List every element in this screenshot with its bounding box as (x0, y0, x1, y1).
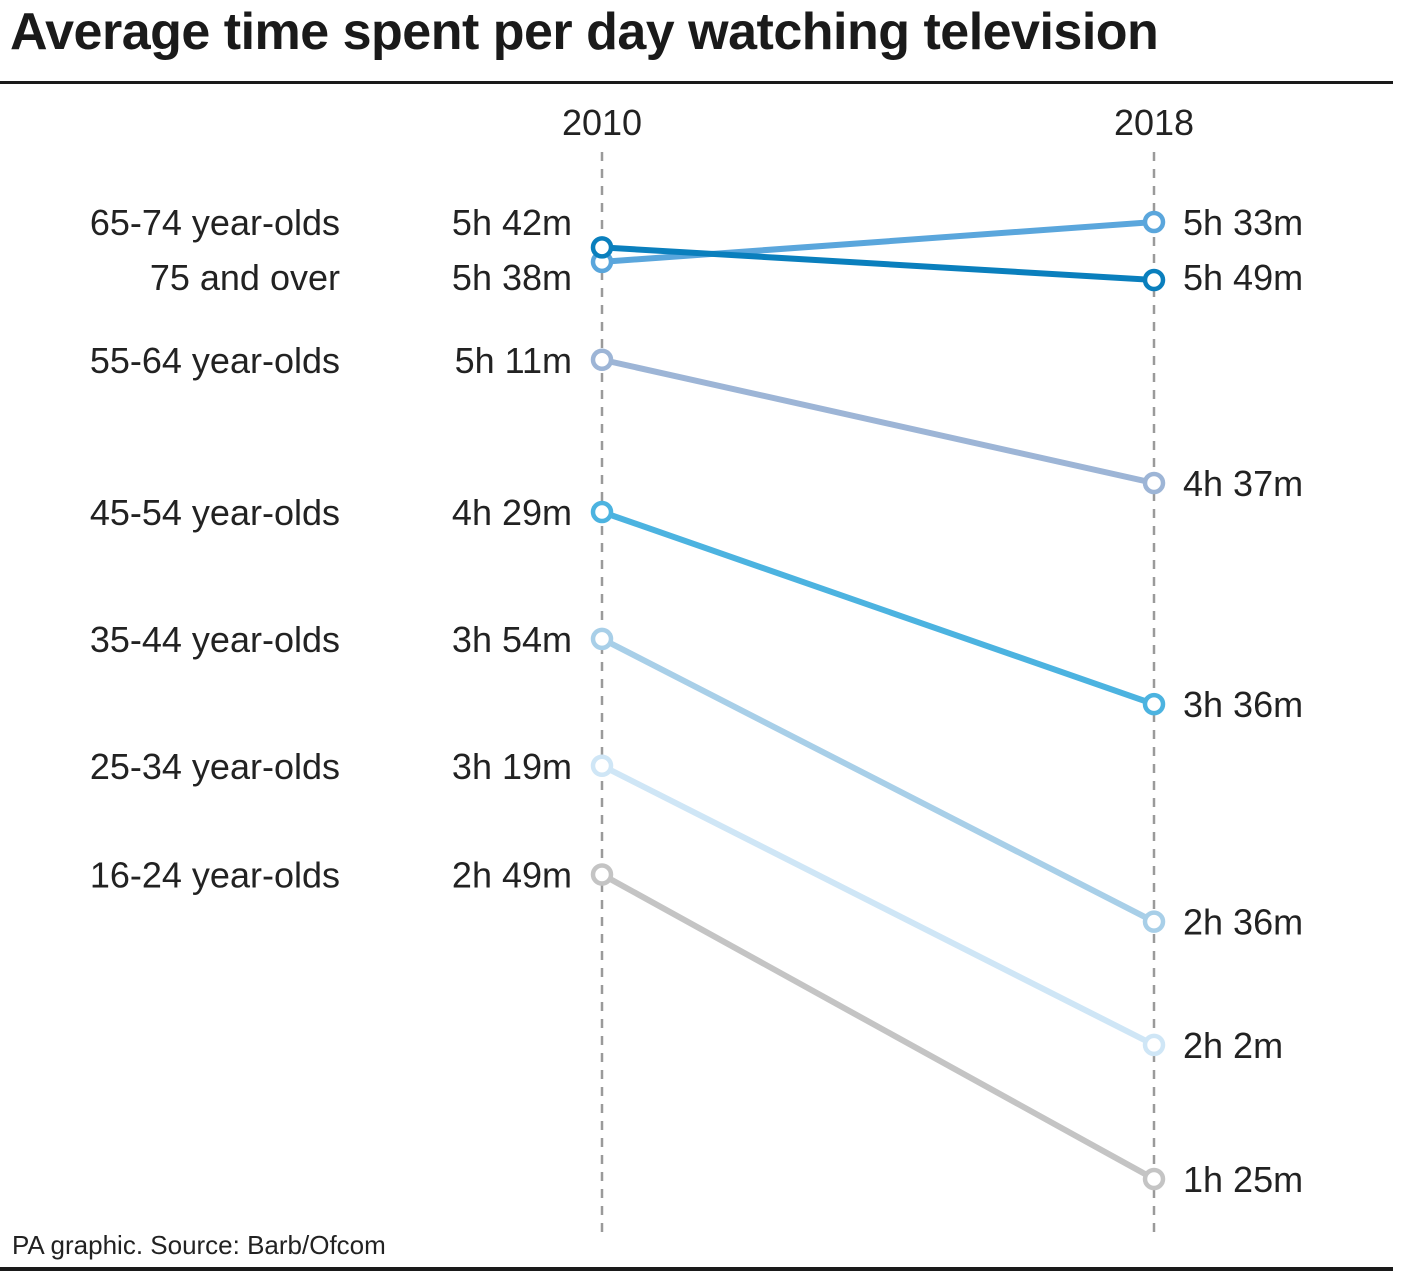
point-16-24-year-olds-2010 (590, 863, 614, 886)
value-label-45-54-year-olds-2018: 3h 36m (1183, 684, 1303, 725)
point-55-64-year-olds-2010 (590, 348, 614, 371)
series-line-16-24-year-olds (599, 871, 1157, 1182)
point-55-64-year-olds-2018 (1142, 471, 1166, 495)
point-35-44-year-olds-2018 (1142, 910, 1166, 933)
series-line-35-44-year-olds (599, 635, 1157, 925)
bottom-rule (0, 1267, 1393, 1271)
source-note: PA graphic. Source: Barb/Ofcom (12, 1230, 386, 1260)
series-line-45-54-year-olds (599, 509, 1157, 708)
series-line-65-74-year-olds (599, 244, 1157, 283)
point-75-and-over-2018 (1142, 210, 1166, 234)
value-label-16-24-year-olds-2018: 1h 25m (1183, 1159, 1303, 1200)
value-label-16-24-year-olds-2010: 2h 49m (452, 855, 572, 896)
point-35-44-year-olds-2010 (590, 627, 614, 651)
series-line-25-34-year-olds (599, 762, 1157, 1048)
point-16-24-year-olds-2018 (1142, 1167, 1166, 1191)
point-45-54-year-olds-2018 (1142, 692, 1166, 716)
value-label-25-34-year-olds-2018: 2h 2m (1183, 1025, 1283, 1066)
series-line-55-64-year-olds (599, 356, 1157, 486)
category-label-75-and-over: 75 and over (150, 257, 340, 298)
year-label-2010: 2010 (562, 102, 642, 143)
category-label-35-44-year-olds: 35-44 year-olds (90, 619, 340, 660)
year-label-2018: 2018 (1114, 102, 1194, 143)
value-label-65-74-year-olds-2010: 5h 42m (452, 202, 572, 243)
chart-title: Average time spent per day watching tele… (10, 3, 1159, 61)
category-label-55-64-year-olds: 55-64 year-olds (90, 340, 340, 381)
value-label-75-and-over-2010: 5h 38m (452, 257, 572, 298)
value-label-35-44-year-olds-2010: 3h 54m (452, 619, 572, 660)
point-25-34-year-olds-2010 (590, 754, 614, 777)
category-label-25-34-year-olds: 25-34 year-olds (90, 746, 340, 787)
value-label-75-and-over-2018: 5h 49m (1183, 257, 1303, 298)
value-label-45-54-year-olds-2010: 4h 29m (452, 492, 572, 533)
value-label-55-64-year-olds-2010: 5h 11m (455, 340, 572, 381)
point-65-74-year-olds-2010 (590, 236, 614, 259)
point-25-34-year-olds-2018 (1142, 1033, 1166, 1057)
point-65-74-year-olds-2018 (1142, 268, 1166, 292)
value-label-65-74-year-olds-2018: 5h 33m (1183, 202, 1303, 243)
category-label-65-74-year-olds: 65-74 year-olds (90, 202, 340, 243)
value-label-55-64-year-olds-2018: 4h 37m (1183, 463, 1303, 504)
series-line-75-and-over (599, 219, 1157, 265)
value-label-25-34-year-olds-2010: 3h 19m (452, 746, 572, 787)
value-label-35-44-year-olds-2018: 2h 36m (1183, 902, 1303, 943)
point-45-54-year-olds-2010 (590, 500, 614, 524)
category-label-16-24-year-olds: 16-24 year-olds (90, 855, 340, 896)
category-label-45-54-year-olds: 45-54 year-olds (90, 492, 340, 533)
top-rule (0, 81, 1393, 84)
